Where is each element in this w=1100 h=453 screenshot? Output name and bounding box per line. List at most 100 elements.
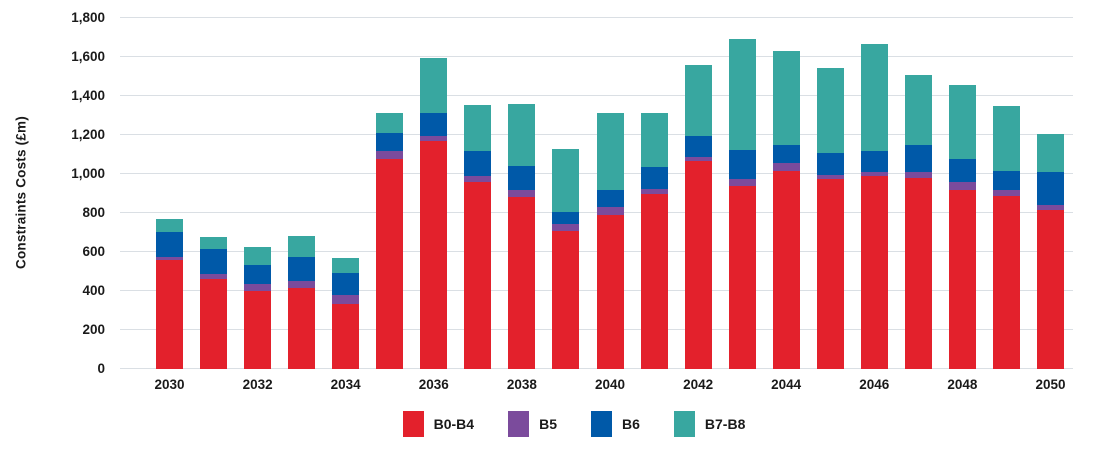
bar-2031	[200, 236, 228, 369]
bar-2048	[948, 84, 976, 369]
segment-b6-2040	[596, 189, 624, 207]
y-tick-label-400: 400	[82, 283, 105, 298]
segment-b0-b4-2042	[684, 161, 712, 369]
segment-b7-b8-2043	[728, 39, 756, 151]
bar-2043	[728, 39, 756, 369]
plot-area	[120, 17, 1073, 369]
x-tick-label-2040: 2040	[594, 377, 626, 392]
segment-b0-b4-2039	[552, 230, 580, 369]
segment-b5-2043	[728, 179, 756, 186]
y-tick-label-1400: 1,400	[71, 88, 105, 103]
segment-b6-2045	[816, 152, 844, 175]
bar-2039	[552, 148, 580, 369]
segment-b5-2042	[684, 157, 712, 162]
segment-b7-b8-2045	[816, 68, 844, 153]
segment-b0-b4-2043	[728, 185, 756, 369]
bar-2045	[816, 68, 844, 369]
segment-b6-2046	[860, 151, 888, 173]
segment-b5-2041	[640, 189, 668, 195]
segment-b5-2050	[1037, 205, 1064, 210]
bar-2044	[772, 50, 800, 369]
bar-2035	[376, 113, 404, 369]
segment-b7-b8-2038	[508, 103, 536, 166]
segment-b5-2033	[288, 280, 316, 288]
segment-b0-b4-2046	[860, 175, 888, 369]
segment-b7-b8-2030	[156, 218, 183, 232]
segment-b6-2048	[948, 158, 976, 183]
segment-b7-b8-2049	[992, 106, 1020, 171]
segment-b6-2030	[156, 231, 183, 257]
segment-b7-b8-2042	[684, 64, 712, 137]
segment-b7-b8-2037	[464, 104, 492, 152]
bar-2046	[860, 44, 888, 369]
x-tick-label-2050: 2050	[1035, 377, 1066, 392]
segment-b0-b4-2048	[948, 190, 976, 369]
gridline-1800	[120, 17, 1073, 18]
segment-b6-2035	[376, 133, 404, 152]
legend-label-b6: B6	[622, 416, 640, 432]
segment-b6-2049	[992, 170, 1020, 190]
gridline-1400	[120, 95, 1073, 96]
segment-b0-b4-2050	[1037, 209, 1064, 369]
x-tick-label-2036: 2036	[418, 377, 449, 392]
bar-2041	[640, 113, 668, 369]
segment-b0-b4-2035	[376, 159, 404, 369]
y-tick-label-1200: 1,200	[71, 127, 105, 142]
segment-b0-b4-2034	[332, 303, 360, 369]
segment-b0-b4-2047	[904, 177, 932, 369]
bar-2032	[244, 246, 272, 369]
y-tick-label-1800: 1,800	[71, 10, 105, 25]
legend-item-b6: B6	[591, 411, 640, 437]
legend-swatch-b7-b8	[673, 411, 695, 437]
segment-b7-b8-2050	[1037, 134, 1064, 173]
segment-b6-2041	[640, 167, 668, 190]
bar-2034	[332, 258, 360, 369]
segment-b5-2046	[860, 172, 888, 176]
segment-b7-b8-2033	[288, 236, 316, 257]
segment-b7-b8-2044	[772, 50, 800, 145]
segment-b6-2032	[244, 264, 272, 284]
segment-b0-b4-2037	[464, 182, 492, 369]
gridline-1600	[120, 56, 1073, 57]
segment-b5-2039	[552, 224, 580, 231]
segment-b0-b4-2030	[156, 259, 183, 369]
bar-2040	[596, 112, 624, 369]
segment-b0-b4-2032	[244, 291, 272, 369]
segment-b0-b4-2049	[992, 195, 1020, 369]
x-tick-label-2032: 2032	[242, 377, 273, 392]
x-tick-label-2038: 2038	[506, 377, 537, 392]
segment-b7-b8-2036	[420, 58, 448, 113]
segment-b6-2039	[552, 212, 580, 225]
segment-b7-b8-2031	[200, 236, 228, 249]
legend-label-b7-b8: B7-B8	[704, 416, 746, 432]
segment-b0-b4-2038	[508, 197, 536, 369]
legend-label-b5: B5	[539, 416, 557, 432]
bar-2036	[420, 58, 448, 369]
segment-b0-b4-2033	[288, 287, 316, 369]
y-tick-label-200: 200	[82, 322, 105, 337]
segment-b0-b4-2031	[200, 278, 228, 369]
segment-b5-2035	[376, 151, 404, 159]
segment-b5-2040	[596, 206, 624, 215]
x-tick-label-2048: 2048	[947, 377, 978, 392]
x-tick-label-2030: 2030	[154, 377, 185, 392]
segment-b5-2045	[816, 174, 844, 179]
segment-b6-2044	[772, 144, 800, 164]
segment-b7-b8-2039	[552, 148, 580, 213]
segment-b5-2031	[200, 273, 228, 279]
x-tick-label-2042: 2042	[683, 377, 714, 392]
segment-b6-2031	[200, 248, 228, 274]
y-tick-label-600: 600	[82, 244, 105, 259]
x-tick-label-2034: 2034	[330, 377, 361, 392]
bar-2042	[684, 64, 712, 369]
segment-b6-2047	[904, 145, 932, 173]
x-tick-label-2046: 2046	[859, 377, 890, 392]
segment-b0-b4-2044	[772, 171, 800, 369]
segment-b0-b4-2045	[816, 178, 844, 369]
legend-item-b7-b8: B7-B8	[673, 411, 746, 437]
segment-b5-2037	[464, 175, 492, 182]
segment-b6-2034	[332, 272, 360, 296]
segment-b7-b8-2048	[948, 84, 976, 159]
segment-b7-b8-2035	[376, 113, 404, 134]
